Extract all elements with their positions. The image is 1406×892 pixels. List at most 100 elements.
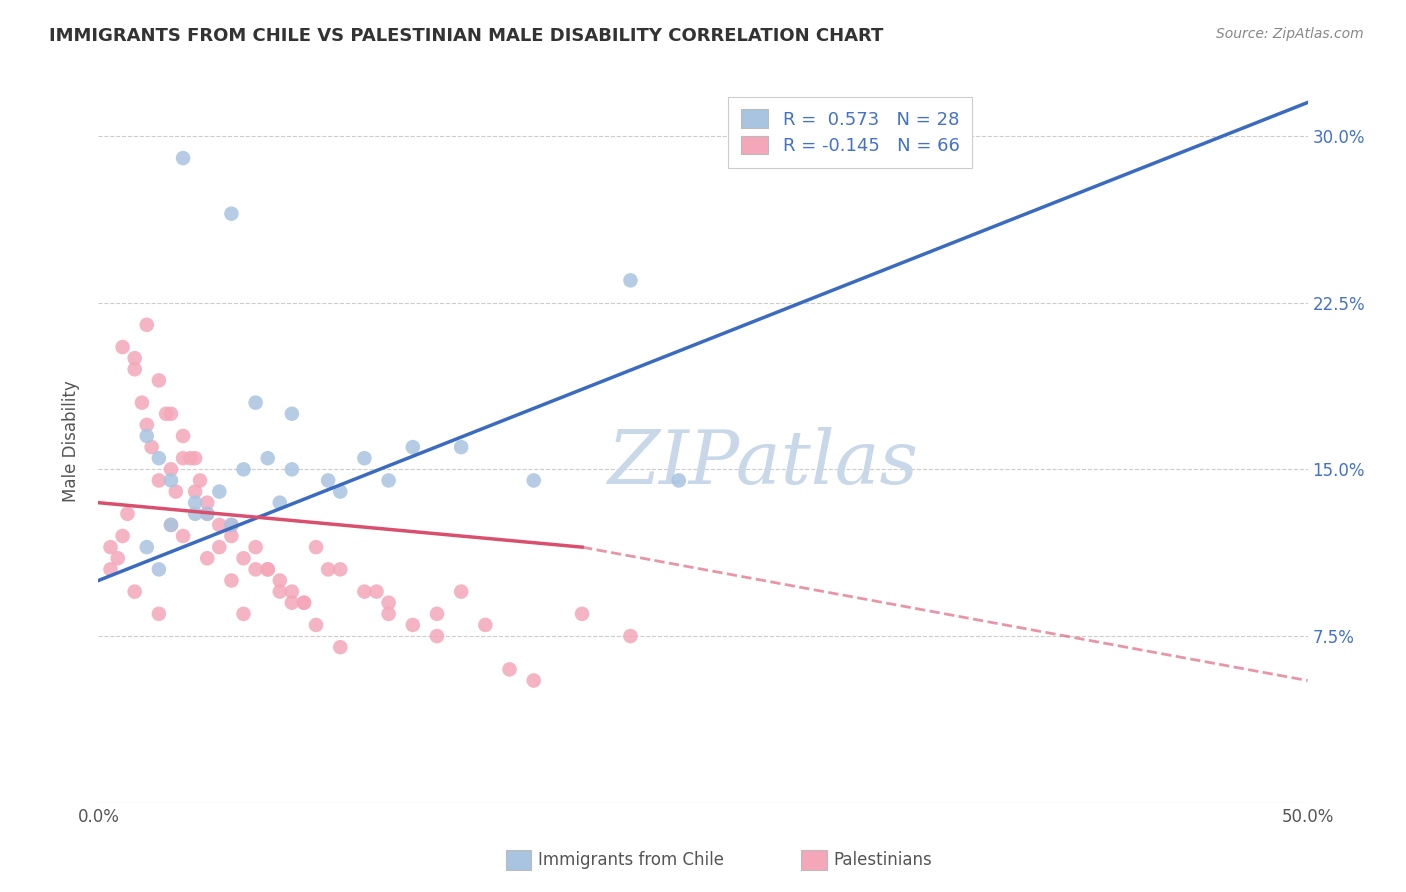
Point — [353, 451, 375, 466]
Point — [269, 574, 291, 588]
Point — [160, 462, 183, 476]
Point — [377, 607, 399, 621]
Point — [155, 407, 177, 421]
Point — [124, 584, 146, 599]
Point — [195, 507, 218, 521]
Point — [117, 507, 139, 521]
Point — [281, 407, 304, 421]
Point — [329, 640, 352, 655]
Text: Palestinians: Palestinians — [834, 851, 932, 869]
Point — [184, 484, 207, 499]
Point — [305, 540, 328, 554]
Point — [269, 584, 291, 599]
Point — [148, 562, 170, 576]
Point — [111, 529, 134, 543]
Point — [232, 462, 254, 476]
Point — [221, 207, 243, 221]
Point — [426, 607, 449, 621]
Point — [377, 596, 399, 610]
Point — [292, 596, 315, 610]
Point — [305, 618, 328, 632]
Point — [160, 407, 183, 421]
Text: IMMIGRANTS FROM CHILE VS PALESTINIAN MALE DISABILITY CORRELATION CHART: IMMIGRANTS FROM CHILE VS PALESTINIAN MAL… — [49, 27, 883, 45]
Point — [232, 607, 254, 621]
Point — [292, 596, 315, 610]
Point — [172, 451, 194, 466]
Point — [245, 540, 267, 554]
Point — [316, 474, 339, 488]
Point — [124, 362, 146, 376]
Y-axis label: Male Disability: Male Disability — [62, 381, 80, 502]
Point — [316, 562, 339, 576]
Point — [366, 584, 388, 599]
Point — [245, 395, 267, 409]
Point — [160, 517, 183, 532]
Point — [107, 551, 129, 566]
Point — [195, 551, 218, 566]
Point — [668, 474, 690, 488]
Point — [450, 584, 472, 599]
Point — [221, 517, 243, 532]
Text: Source: ZipAtlas.com: Source: ZipAtlas.com — [1216, 27, 1364, 41]
Point — [195, 496, 218, 510]
Point — [100, 562, 122, 576]
Point — [353, 584, 375, 599]
Point — [329, 484, 352, 499]
Point — [426, 629, 449, 643]
Point — [148, 451, 170, 466]
Point — [184, 507, 207, 521]
Point — [498, 662, 520, 676]
Point — [131, 395, 153, 409]
Point — [184, 451, 207, 466]
Point — [402, 440, 425, 454]
Point — [245, 562, 267, 576]
Point — [474, 618, 496, 632]
Point — [135, 540, 157, 554]
Point — [256, 451, 278, 466]
Point — [160, 474, 183, 488]
Point — [619, 273, 641, 287]
Point — [100, 540, 122, 554]
Point — [148, 373, 170, 387]
Point — [184, 496, 207, 510]
Point — [135, 318, 157, 332]
Point — [208, 540, 231, 554]
Point — [450, 440, 472, 454]
Text: Immigrants from Chile: Immigrants from Chile — [538, 851, 724, 869]
Point — [135, 417, 157, 432]
Point — [281, 584, 304, 599]
Point — [269, 496, 291, 510]
Point — [221, 574, 243, 588]
Point — [124, 351, 146, 366]
Point — [256, 562, 278, 576]
Point — [221, 529, 243, 543]
Point — [172, 429, 194, 443]
Point — [571, 607, 593, 621]
Point — [329, 562, 352, 576]
Point — [141, 440, 163, 454]
Point — [148, 607, 170, 621]
Point — [402, 618, 425, 632]
Point — [232, 551, 254, 566]
Point — [179, 451, 201, 466]
Point — [256, 562, 278, 576]
Point — [377, 474, 399, 488]
Point — [523, 673, 546, 688]
Point — [523, 474, 546, 488]
Point — [172, 529, 194, 543]
Point — [172, 151, 194, 165]
Point — [281, 596, 304, 610]
Point — [148, 474, 170, 488]
Point — [160, 517, 183, 532]
Point — [135, 429, 157, 443]
Point — [165, 484, 187, 499]
Text: ZIPatlas: ZIPatlas — [607, 427, 920, 500]
Point — [619, 629, 641, 643]
Point — [208, 517, 231, 532]
Point — [208, 484, 231, 499]
Legend: R =  0.573   N = 28, R = -0.145   N = 66: R = 0.573 N = 28, R = -0.145 N = 66 — [728, 96, 972, 168]
Point — [111, 340, 134, 354]
Point — [195, 507, 218, 521]
Point — [188, 474, 211, 488]
Point — [221, 517, 243, 532]
